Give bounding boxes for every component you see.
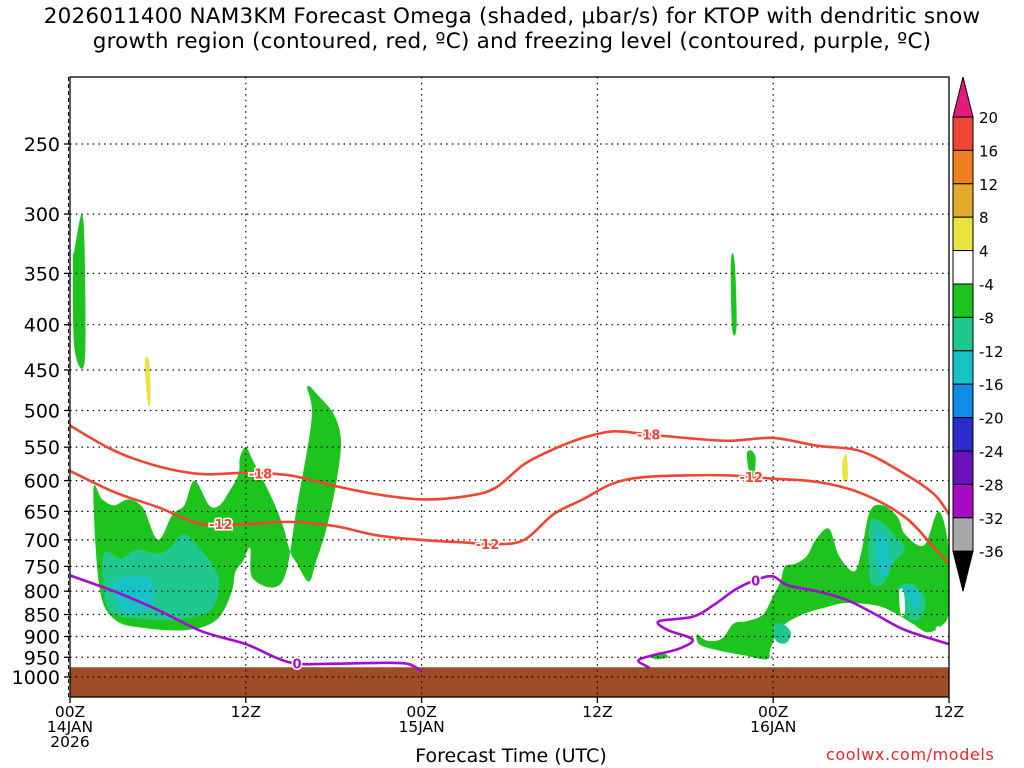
ytick-label-550: 550	[24, 437, 60, 459]
plot-frame	[69, 76, 950, 698]
colorbar-label--8: -8	[979, 309, 994, 327]
colorbar-segment-20	[952, 116, 974, 151]
colorbar-label--16: -16	[979, 376, 1004, 394]
ytick-label-900: 900	[24, 626, 60, 648]
contour-lines: -12 -12 -12 -18 -18 0 0	[70, 424, 949, 674]
colorbar-segment--20	[952, 417, 974, 452]
ytick-label-250: 250	[24, 134, 60, 156]
xtick-label-0-1: 14JAN	[47, 718, 93, 736]
omega-region-25	[937, 284, 949, 494]
omega-region-5	[746, 450, 756, 477]
colorbar-label--12: -12	[979, 343, 1004, 361]
ytick-label-700: 700	[24, 530, 60, 552]
colorbar-label--32: -32	[979, 510, 1004, 528]
grid-lines	[70, 77, 949, 697]
omega-region-23	[841, 453, 849, 482]
ground-below-surface	[70, 667, 949, 697]
colorbar-label--28: -28	[979, 476, 1004, 494]
title-line-2: growth region (contoured, red, ºC) and f…	[92, 29, 932, 54]
colorbar-label-8: 8	[979, 209, 989, 227]
colorbar-segment--28	[952, 483, 974, 519]
omega-region-15	[326, 627, 346, 651]
ground-layer	[70, 667, 949, 697]
contour-3	[637, 574, 949, 669]
contour-label-1-1: -18	[637, 428, 661, 443]
omega-region-21	[729, 436, 745, 478]
colorbar-segment-16	[952, 149, 974, 185]
xtick-label-24-0: 00Z	[406, 703, 436, 721]
colorbar-segment-12	[952, 183, 974, 218]
colorbar-label--24: -24	[979, 443, 1004, 461]
contour-label-0-1: -12	[476, 538, 500, 553]
colorbar-bottom-arrow	[952, 550, 974, 592]
contour-label-2-0: 0	[293, 658, 302, 673]
colorbar: 20 16 12 8 4 -4 -8 -12 -16 -20 -24 -28 -32 -36	[952, 76, 1004, 592]
colorbar-label--4: -4	[979, 276, 994, 294]
colorbar-segment--16	[952, 383, 974, 419]
colorbar-label-4: 4	[979, 243, 989, 261]
ytick-label-600: 600	[24, 471, 60, 493]
omega-region-19	[540, 387, 560, 565]
omega-region-24	[875, 417, 891, 501]
ytick-label-800: 800	[24, 581, 60, 603]
colorbar-segment--4	[952, 283, 974, 318]
axes: 2503003504004505005506006507007508008509…	[12, 76, 964, 751]
omega-shading	[72, 214, 949, 665]
colorbar-label-20: 20	[979, 109, 998, 127]
contour-2	[70, 574, 423, 673]
contour-1	[70, 424, 949, 516]
x-axis-label-text: Forecast Time (UTC)	[415, 745, 607, 767]
contour-label-1-0: -18	[249, 468, 273, 483]
contour-label-3-0: 0	[751, 574, 760, 589]
colorbar-label-12: 12	[979, 176, 998, 194]
contour-label-0-2: -12	[739, 471, 763, 486]
omega-region-14	[144, 356, 151, 407]
omega-region-22	[821, 264, 849, 512]
omega-region-16	[257, 657, 267, 665]
ytick-label-300: 300	[24, 204, 60, 226]
contour-label-0-0: -12	[209, 518, 233, 533]
xtick-label-0-0: 00Z	[55, 703, 85, 721]
chart-title: 2026011400 NAM3KM Forecast Omega (shaded…	[0, 4, 1024, 54]
colorbar-segment-4	[952, 250, 974, 285]
colorbar-segment-8	[952, 216, 974, 252]
ytick-label-450: 450	[24, 360, 60, 382]
colorbar-top-arrow	[952, 76, 974, 118]
colorbar-label--36: -36	[979, 543, 1004, 561]
colorbar-segment--8	[952, 316, 974, 352]
title-line-1: 2026011400 NAM3KM Forecast Omega (shaded…	[43, 4, 981, 29]
xtick-label-48-1: 16JAN	[750, 718, 796, 736]
omega-region-27	[935, 626, 942, 640]
ytick-label-650: 650	[24, 501, 60, 523]
xtick-label-48-0: 00Z	[758, 703, 788, 721]
colorbar-segment--12	[952, 350, 974, 385]
colorbar-segment--32	[952, 517, 974, 552]
omega-region-4	[730, 253, 737, 336]
omega-region-18	[503, 447, 525, 544]
omega-region-11	[772, 622, 791, 644]
contour-0	[70, 469, 949, 566]
ytick-label-350: 350	[24, 263, 60, 285]
xtick-label-24-1: 15JAN	[398, 718, 444, 736]
colorbar-label-16: 16	[979, 142, 998, 160]
omega-region-26	[899, 588, 906, 617]
xtick-label-36-0: 12Z	[582, 703, 612, 721]
ytick-label-500: 500	[24, 401, 60, 423]
xtick-label-0-2: 2026	[50, 733, 89, 751]
ytick-label-400: 400	[24, 315, 60, 337]
ytick-label-950: 950	[24, 647, 60, 669]
ytick-label-1000: 1000	[12, 667, 60, 689]
x-axis-label: Forecast Time (UTC)	[0, 745, 1024, 767]
xtick-label-60-0: 12Z	[934, 703, 964, 721]
ytick-label-750: 750	[24, 556, 60, 578]
xtick-label-12-0: 12Z	[231, 703, 261, 721]
omega-region-9	[875, 530, 891, 577]
colorbar-segment--24	[952, 450, 974, 485]
watermark: coolwx.com/models	[826, 745, 995, 764]
colorbar-label--20: -20	[979, 410, 1004, 428]
ytick-label-850: 850	[24, 605, 60, 627]
omega-region-0	[72, 214, 86, 369]
omega-region-17	[450, 346, 472, 413]
